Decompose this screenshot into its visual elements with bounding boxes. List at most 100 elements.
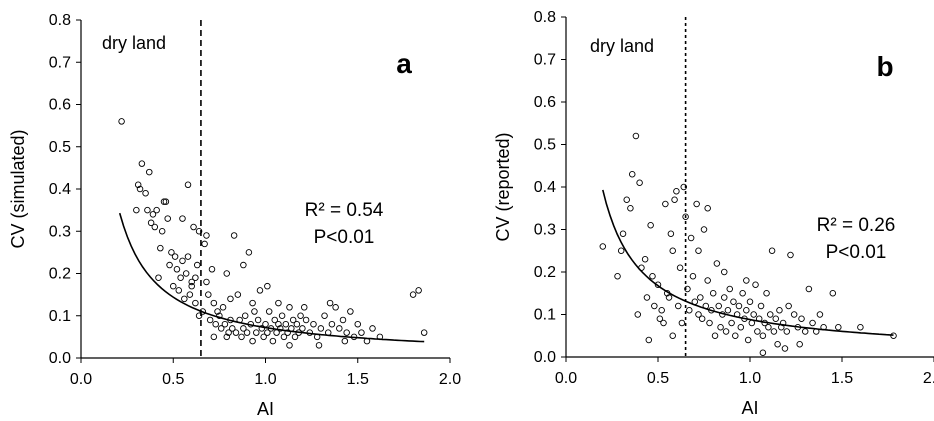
panel-b-data-point xyxy=(619,230,627,237)
panel-a-data-point xyxy=(282,320,290,328)
panel-b-data-point xyxy=(700,226,708,233)
panel-a-y-tick-label: 0.8 xyxy=(49,12,71,29)
panel-b-data-point xyxy=(776,307,783,314)
panel-b-data-point xyxy=(743,277,750,284)
panel-b-y-tick-label: 0.6 xyxy=(534,94,556,111)
panel-b-data-point xyxy=(623,196,630,203)
panel-a-x-tick-label: 1.5 xyxy=(347,371,369,388)
panel-a-data-point xyxy=(186,291,194,298)
panel-a-data-point xyxy=(264,329,271,336)
panel-b-data-point xyxy=(829,290,837,297)
panel-b-y-tick-label: 0.4 xyxy=(534,179,556,196)
panel-b-data-point xyxy=(614,273,621,280)
panel-b-data-point xyxy=(649,273,656,280)
panel-a-data-point xyxy=(171,253,179,260)
panel-b-data-point xyxy=(798,315,805,323)
panel-b-x-axis-label: AI xyxy=(741,398,758,418)
panel-a-p-value: P<0.01 xyxy=(314,227,375,248)
panel-a-data-point xyxy=(216,312,223,320)
panel-a-data-point xyxy=(317,325,325,332)
panel-a-data-point xyxy=(275,320,282,328)
panel-b-data-point xyxy=(658,307,665,314)
panel-a-data-point xyxy=(149,211,157,218)
panel-a-data-point xyxy=(168,249,175,256)
panel-b-data-point xyxy=(750,311,757,318)
panel-b-data-point xyxy=(706,319,713,327)
panel-a-data-point xyxy=(343,329,350,336)
panel-a-data-point xyxy=(256,287,264,294)
panel-a-data-point xyxy=(138,160,146,167)
panel-b-data-point xyxy=(835,324,842,331)
panel-a-data-point xyxy=(253,329,260,336)
panel-a-data-point xyxy=(302,316,310,324)
panel-a-data-point xyxy=(339,316,347,324)
panel-b-fit-curve xyxy=(602,189,894,336)
panel-a-data-point xyxy=(293,320,301,328)
panel-b-x-tick-label: 2.0 xyxy=(923,370,934,387)
panel-b-data-point xyxy=(774,341,781,348)
panel-b-data-point xyxy=(671,196,678,203)
panel-a-data-point xyxy=(195,312,203,320)
panel-a-data-point xyxy=(415,287,422,294)
panel-b-data-point xyxy=(632,132,640,140)
panel-a-data-point xyxy=(136,185,144,193)
panel-a-data-point xyxy=(258,325,266,332)
panel-a-data-point xyxy=(205,291,212,298)
panel-b-data-point xyxy=(676,264,684,272)
panel-b-data-point xyxy=(680,183,688,191)
panel-b-data-point xyxy=(667,230,675,237)
panel-b-data-point xyxy=(785,302,792,310)
panel-a-data-point xyxy=(328,320,336,328)
panel-b-data-point xyxy=(737,324,745,331)
panel-a-data-point xyxy=(155,274,162,281)
panel-a-data-point xyxy=(278,312,286,320)
panel-b-data-point xyxy=(816,311,824,318)
panel-a-data-point xyxy=(201,240,208,248)
panel-a-data-point xyxy=(249,299,256,307)
panel-b-data-point xyxy=(682,213,689,220)
panel-b-data-point xyxy=(641,256,649,263)
panel-b-data-point xyxy=(746,298,754,306)
panel-a-data-point xyxy=(289,316,297,324)
panel-b-data-point xyxy=(651,302,658,310)
panel-a-data-point xyxy=(275,299,282,307)
panel-a-data-point xyxy=(369,325,376,332)
panel-a-data-point xyxy=(225,329,232,336)
panel-a-fit-curve xyxy=(118,212,425,343)
panel-b-threshold-label: dry land xyxy=(590,36,654,56)
panel-b-data-point xyxy=(739,290,746,297)
panel-a-y-tick-label: 0.1 xyxy=(49,308,71,325)
chart-panel-a: 0.0 0.1 0.2 0.3 0.4 0.5 0.6 0.7 0.8 0.0 0.5 1.0 1.5 2… xyxy=(8,12,461,419)
panel-a-data-point xyxy=(158,227,166,235)
panel-a-data-point xyxy=(203,232,210,239)
panel-a-data-point xyxy=(214,308,221,315)
panel-a-data-point xyxy=(249,337,256,345)
panel-a-data-point xyxy=(251,308,258,315)
panel-a-x-tick-label: 2.0 xyxy=(439,371,461,388)
panel-b-data-point xyxy=(704,277,711,284)
panel-b-data-point xyxy=(763,290,770,297)
panel-a-data-point xyxy=(262,320,269,328)
panel-a-data-point xyxy=(347,308,354,315)
panel-a-data-point xyxy=(341,337,349,345)
panel-b-data-point xyxy=(801,328,809,335)
panel-b-data-point xyxy=(713,260,721,267)
panel-b-y-tick-label: 0.1 xyxy=(534,307,556,324)
panel-a-data-point xyxy=(184,181,192,189)
panel-a-data-point xyxy=(280,333,288,341)
panel-a-data-point xyxy=(358,329,365,336)
panel-a-data-point xyxy=(182,270,190,277)
panel-a-data-point xyxy=(409,291,417,298)
panel-a-r-squared: R² = 0.54 xyxy=(305,200,384,221)
panel-b-x-tick-label: 0.5 xyxy=(647,370,669,387)
panel-a-data-point xyxy=(175,287,183,294)
panel-a-data-point xyxy=(147,219,155,227)
panel-b-data-point xyxy=(678,319,686,327)
panel-a-data-point xyxy=(336,325,343,332)
panel-b-data-point xyxy=(759,349,767,357)
panel-b-x-tick-label: 1.5 xyxy=(831,370,853,387)
panel-a-data-point xyxy=(230,232,238,239)
panel-a-data-point xyxy=(134,181,142,189)
panel-a-data-point xyxy=(208,266,216,273)
